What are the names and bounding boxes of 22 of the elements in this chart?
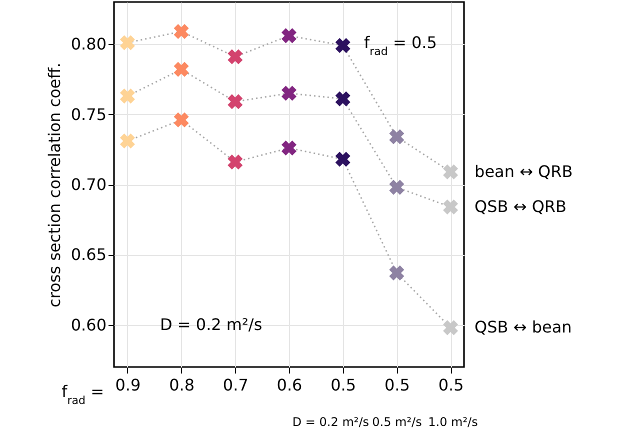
annotation: f$_{rad}$ = 0.5 (364, 33, 437, 58)
y-tick-label: 0.65 (70, 245, 106, 264)
text: D = 0.2 m²/s (292, 415, 369, 429)
y-axis-title: cross section correlation coeff. (44, 62, 64, 308)
x-tick-label: 0.5 (438, 376, 464, 394)
y-tick-label: 0.70 (70, 175, 106, 194)
y-tick-label: 0.80 (70, 34, 106, 54)
text: 1.0 m²/s (428, 415, 478, 429)
text: 0.5 m²/s (372, 415, 422, 429)
x-tick-label: 0.5 (330, 376, 356, 394)
y-tick-label: 0.60 (70, 315, 106, 334)
y-tick-label: 0.75 (70, 104, 106, 124)
x-tick-label: 0.5 (384, 376, 410, 394)
annotation: D = 0.2 m²/s (160, 315, 262, 334)
series-label: bean ↔ QRB (474, 162, 573, 181)
x-tick-label: 0.9 (115, 376, 141, 394)
series-label: QSB ↔ bean (474, 318, 572, 337)
x-tick-label: 0.7 (222, 376, 248, 394)
x-tick-label: 0.6 (276, 376, 302, 394)
series-label: QSB ↔ QRB (474, 196, 567, 216)
x-tick-label: 0.8 (169, 376, 195, 394)
text: f$_{rad}$ = (62, 382, 104, 406)
